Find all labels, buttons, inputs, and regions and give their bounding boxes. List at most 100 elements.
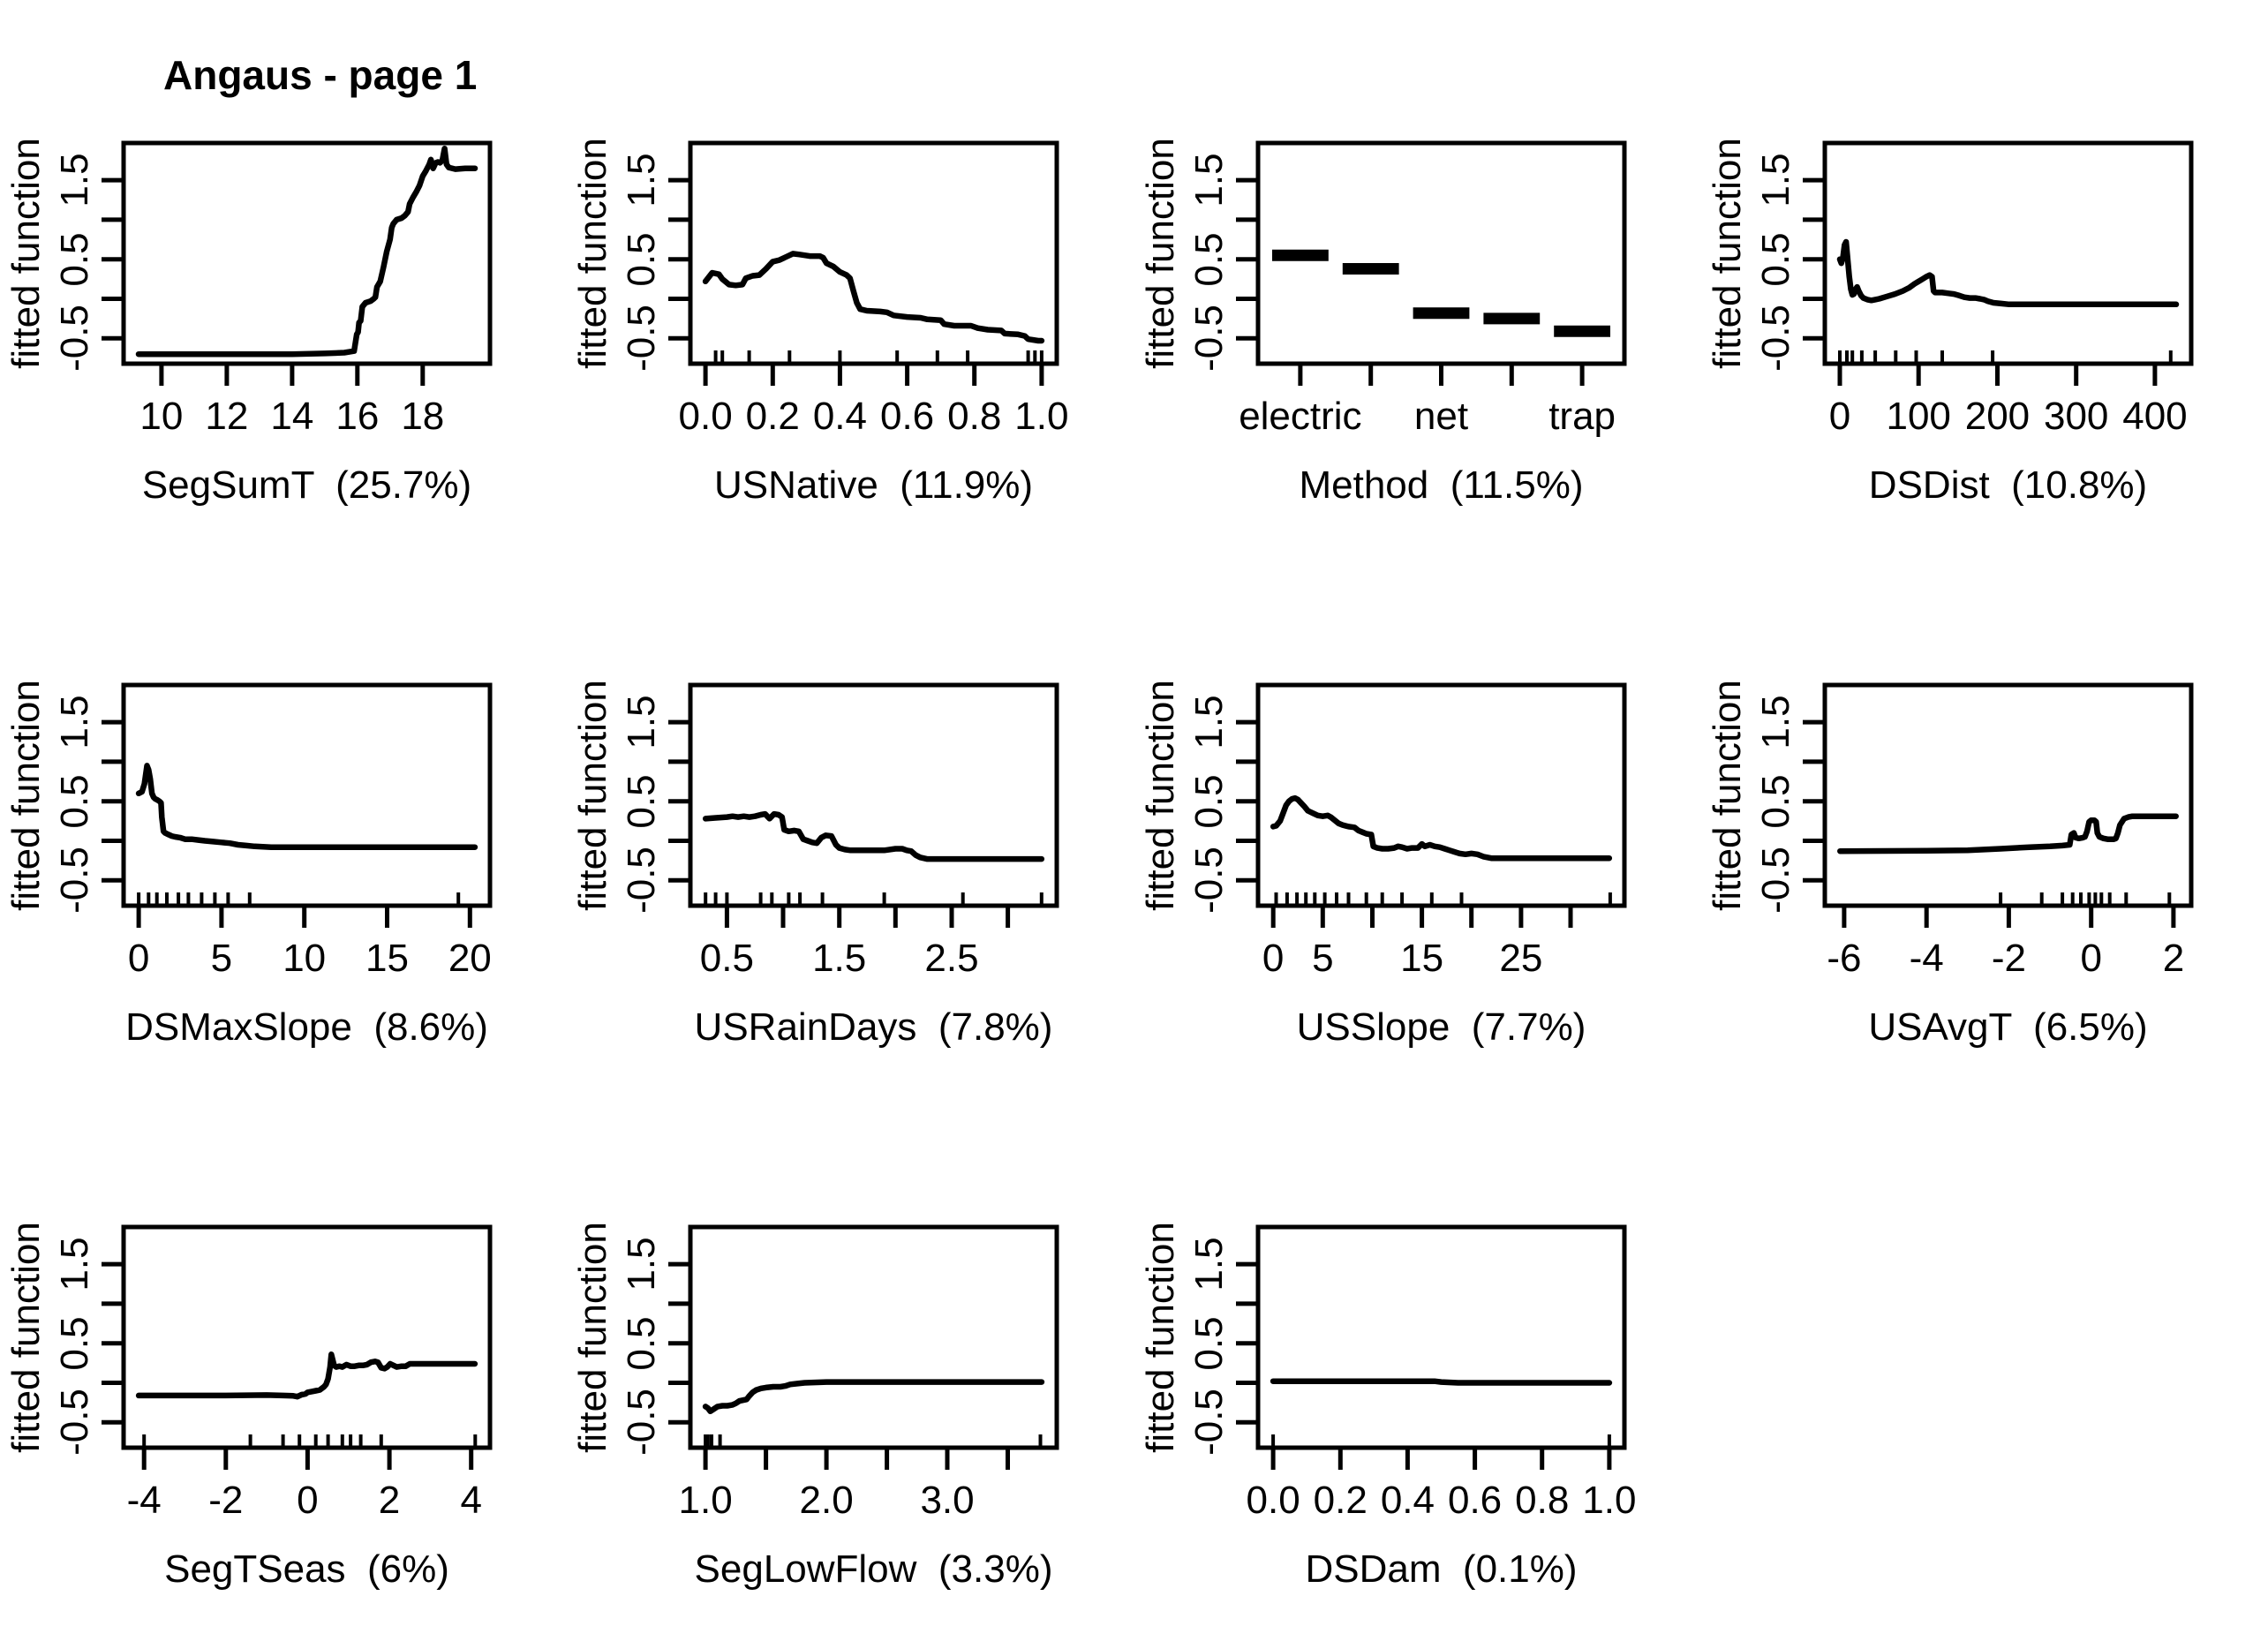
panel-DSDist: fitted function -0.5 0.5 1.5 0 100 200 300 400 DS… xyxy=(1701,0,2268,542)
x-tick-label: 18 xyxy=(401,395,445,438)
x-tick-label: 0 xyxy=(2080,937,2102,980)
plot-frame xyxy=(688,1224,1059,1450)
x-tick-label: 0.4 xyxy=(812,395,868,438)
x-tick-label: 0.8 xyxy=(1515,1479,1570,1522)
x-tick-label: 1.5 xyxy=(812,937,867,980)
y-axis-title: fitted function xyxy=(1706,680,1749,911)
y-tick-label: 0.5 xyxy=(1754,774,1797,829)
x-tick-label: -2 xyxy=(1991,937,2026,980)
x-tick-label: 25 xyxy=(1499,937,1543,980)
fitted-function-curve xyxy=(135,763,478,850)
panel-SegSumT: fitted function -0.5 0.5 1.5 10 12 14 16 18 SegSu… xyxy=(0,0,568,542)
panel-SegSumT-plot xyxy=(102,140,493,386)
x-tick-label: 0.2 xyxy=(1313,1479,1368,1522)
x-tick-label: 5 xyxy=(1312,937,1334,980)
panel-USSlope-plot xyxy=(1236,682,1627,928)
x-tick-label: 5 xyxy=(210,937,233,980)
x-tick-label: 0.2 xyxy=(745,395,800,438)
x-tick-label: 2 xyxy=(2162,937,2185,980)
plot-frame xyxy=(121,682,493,908)
y-axis-title: fitted function xyxy=(4,1222,48,1453)
y-tick-label: -0.5 xyxy=(620,305,663,373)
y-tick-label: 1.5 xyxy=(620,695,663,749)
y-tick-label: 0.5 xyxy=(1187,1316,1231,1371)
fitted-function-curve xyxy=(1836,238,2180,308)
x-tick-label: 400 xyxy=(2122,395,2188,438)
panel-USSlope: fitted function -0.5 0.5 1.5 0 5 15 25 USSlope (… xyxy=(1134,542,1702,1084)
x-tick-label: 15 xyxy=(365,937,409,980)
x-axis-label: SegLowFlow (3.3%) xyxy=(694,1547,1053,1591)
x-tick-label: 0.5 xyxy=(699,937,754,980)
y-tick-label: -0.5 xyxy=(1187,305,1231,373)
x-axis-label: USAvgT (6.5%) xyxy=(1868,1005,2148,1049)
plot-frame xyxy=(121,140,493,366)
panel-SegLowFlow: fitted function -0.5 0.5 1.5 1.0 2.0 3.0 SegLow… xyxy=(567,1084,1134,1626)
x-tick-label: -2 xyxy=(208,1479,244,1522)
panel-Method-plot xyxy=(1236,140,1627,386)
x-tick-label: net xyxy=(1413,395,1469,438)
y-tick-label: 0.5 xyxy=(53,774,96,829)
y-tick-label: -0.5 xyxy=(53,1389,96,1457)
panel-DSDam-plot xyxy=(1236,1224,1627,1470)
x-tick-label: 15 xyxy=(1400,937,1444,980)
y-tick-label: 0.5 xyxy=(53,1316,96,1371)
x-axis-label: USNative (11.9%) xyxy=(713,463,1034,507)
y-tick-label: 0.5 xyxy=(1187,232,1231,287)
y-tick-label: 0.5 xyxy=(1754,232,1797,287)
y-tick-label: 1.5 xyxy=(1754,695,1797,749)
x-tick-label: 1.0 xyxy=(1014,395,1069,438)
panel-USRainDays: fitted function -0.5 0.5 1.5 0.5 1.5 2.5 USRain… xyxy=(567,542,1134,1084)
y-tick-label: 1.5 xyxy=(620,1237,663,1291)
y-tick-label: -0.5 xyxy=(53,305,96,373)
x-axis-label: USSlope (7.7%) xyxy=(1296,1005,1586,1049)
y-tick-label: 0.5 xyxy=(53,232,96,287)
x-axis-label: Method (11.5%) xyxy=(1299,463,1584,507)
x-tick-label: 3.0 xyxy=(920,1479,975,1522)
x-tick-label: 300 xyxy=(2043,395,2109,438)
x-tick-label: 10 xyxy=(283,937,327,980)
fitted-function-curve xyxy=(702,1379,1045,1415)
y-tick-label: -0.5 xyxy=(620,847,663,915)
x-tick-label: 2 xyxy=(378,1479,401,1522)
x-tick-label: 0 xyxy=(127,937,150,980)
x-tick-label: -6 xyxy=(1827,937,1862,980)
fitted-function-curve xyxy=(702,251,1045,344)
y-tick-label: -0.5 xyxy=(1187,1389,1231,1457)
y-tick-label: 0.5 xyxy=(1187,774,1231,829)
x-tick-label: 2.0 xyxy=(799,1479,854,1522)
y-tick-label: -0.5 xyxy=(1187,847,1231,915)
x-tick-label: 10 xyxy=(139,395,184,438)
fitted-function-curve xyxy=(135,1351,478,1400)
plot-frame xyxy=(121,1224,493,1450)
panel-USAvgT: fitted function -0.5 0.5 1.5 -6 -4 -2 0 2 USAvgT … xyxy=(1701,542,2268,1084)
y-axis-title: fitted function xyxy=(571,680,614,911)
x-tick-label: 2.5 xyxy=(924,937,979,980)
panel-SegTSeas-plot xyxy=(102,1224,493,1470)
y-axis-title: fitted function xyxy=(4,138,48,369)
fitted-function-curve xyxy=(1270,1378,1613,1386)
y-tick-label: 0.5 xyxy=(620,1316,663,1371)
y-axis-title: fitted function xyxy=(571,1222,614,1453)
x-tick-label: 0 xyxy=(297,1479,319,1522)
panel-DSDam: fitted function -0.5 0.5 1.5 0.0 0.2 0.4 0.6 0.8… xyxy=(1134,1084,1702,1626)
y-tick-label: 1.5 xyxy=(1187,695,1231,749)
x-tick-label: 0.0 xyxy=(1246,1479,1300,1522)
plot-frame xyxy=(1822,140,2194,366)
x-tick-label: 0 xyxy=(1828,395,1851,438)
page-title: Angaus - page 1 xyxy=(163,52,478,98)
x-tick-label: 0.4 xyxy=(1380,1479,1435,1522)
plot-frame xyxy=(688,682,1059,908)
x-tick-label: 200 xyxy=(1964,395,2031,438)
x-axis-label: USRainDays (7.8%) xyxy=(694,1005,1053,1049)
x-tick-label: trap xyxy=(1548,395,1616,438)
panel-USNative-plot xyxy=(668,140,1059,386)
y-tick-label: 1.5 xyxy=(1187,1237,1231,1291)
fitted-function-curve xyxy=(1270,794,1613,862)
y-axis-title: fitted function xyxy=(4,680,48,911)
y-tick-label: -0.5 xyxy=(620,1389,663,1457)
fitted-function-curve xyxy=(702,810,1045,862)
plot-frame xyxy=(1255,1224,1627,1450)
y-tick-label: 1.5 xyxy=(1187,153,1231,207)
panel-USNative: fitted function -0.5 0.5 1.5 0.0 0.2 0.4 0.6 0.8… xyxy=(567,0,1134,542)
